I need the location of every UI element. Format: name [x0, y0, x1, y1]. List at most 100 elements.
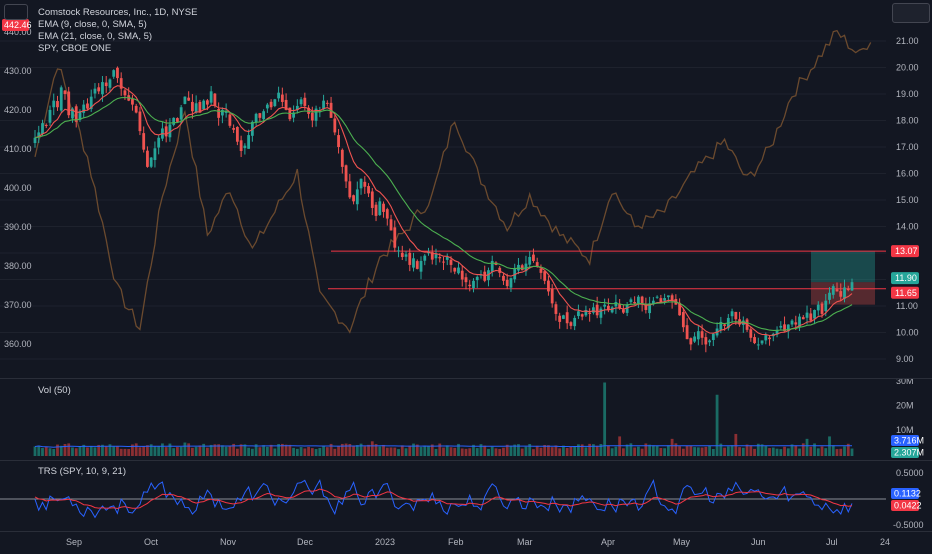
volume-bar — [606, 445, 610, 456]
candle-body — [138, 111, 142, 132]
volume-pane[interactable]: 30M 20M 10M 3.716M 2.307M Vol (50) — [0, 376, 932, 460]
trs-blue-label-bg — [891, 488, 919, 499]
vol-axis-tick: 20M — [896, 401, 914, 411]
candle-body — [295, 105, 299, 110]
candle-body — [303, 97, 307, 106]
volume-bar — [262, 445, 266, 456]
long-position-stop-zone — [811, 282, 875, 305]
candle-body — [370, 191, 374, 208]
left-axis-tick: 440.00 — [4, 27, 32, 37]
candle-body — [539, 268, 543, 273]
candle-body — [449, 259, 453, 265]
pane-separator[interactable] — [0, 460, 932, 461]
volume-bar — [385, 447, 389, 456]
trs-chart[interactable]: 0.5000 -0.5000 0.1132 0.0422 — [0, 461, 932, 531]
legend-compare[interactable]: SPY, CBOE ONE — [38, 43, 112, 54]
candle-body — [213, 93, 217, 106]
volume-bar — [295, 448, 299, 456]
price-chart[interactable]: 440.00 430.00 420.00 410.00 400.00 390.00 380.… — [0, 0, 932, 378]
candle-body — [389, 219, 393, 231]
candle-body — [37, 132, 41, 137]
candle-body — [74, 106, 78, 122]
volume-bar — [824, 448, 828, 456]
volume-bar — [337, 446, 340, 456]
volume-bar — [798, 448, 801, 456]
trs-pane[interactable]: 0.5000 -0.5000 0.1132 0.0422 TRS (SPY, 10, … — [0, 461, 932, 531]
candle-body — [760, 340, 764, 344]
time-axis[interactable]: Sep Oct Nov Dec 2023 Feb Mar Apr May Jun Jul 24 — [0, 531, 932, 551]
volume-bar — [97, 444, 101, 456]
candle-body — [235, 126, 239, 142]
candle-body — [116, 67, 119, 79]
volume-bar — [547, 445, 550, 456]
time-axis-labels: Sep Oct Nov Dec 2023 Feb Mar Apr May Jun Jul 24 — [66, 537, 890, 547]
legend-symbol[interactable]: Comstock Resources, Inc., 1D, NYSE — [38, 7, 198, 18]
candle-body — [340, 149, 344, 167]
candle-body — [460, 270, 464, 280]
volume-bar — [157, 446, 161, 456]
volume-bar — [412, 443, 415, 456]
candle-body — [813, 309, 816, 319]
volume-bar — [636, 446, 640, 456]
candle-body — [453, 267, 457, 272]
price-pane[interactable]: 440.00 430.00 420.00 410.00 400.00 390.00 380.… — [0, 0, 932, 378]
volume-bar — [232, 443, 236, 456]
chart-menu-button[interactable] — [4, 4, 28, 20]
candle-body — [651, 300, 655, 305]
candle-body — [689, 338, 693, 345]
candle-body — [764, 335, 768, 341]
candle-body — [382, 203, 385, 212]
candle-body — [104, 82, 108, 87]
volume-bar — [191, 447, 194, 456]
legend-ema21[interactable]: EMA (21, close, 0, SMA, 5) — [38, 31, 153, 42]
candle-body — [618, 303, 622, 309]
volume-bar — [801, 443, 805, 456]
legend-trs[interactable]: TRS (SPY, 10, 9, 21) — [38, 466, 127, 477]
volume-bar — [93, 447, 97, 456]
volume-bar — [280, 443, 284, 456]
volume-bar — [505, 444, 509, 456]
pane-separator[interactable] — [0, 378, 932, 379]
candle-body — [172, 117, 176, 125]
volume-bar — [794, 445, 798, 456]
candle-body — [217, 108, 221, 118]
volume-bar — [775, 448, 779, 456]
legend-ema9[interactable]: EMA (9, close, 0, SMA, 5) — [38, 19, 147, 30]
volume-bar — [303, 448, 307, 456]
candle-body — [775, 329, 779, 335]
volume-bar — [400, 445, 404, 456]
candle-body — [805, 312, 809, 318]
candle-body — [798, 316, 801, 328]
volume-bar — [790, 444, 794, 456]
volume-bar — [265, 446, 269, 456]
volume-bar — [779, 449, 783, 456]
volume-bar — [487, 448, 490, 456]
candle-body — [749, 329, 753, 338]
candle-body — [580, 314, 584, 317]
spy-compare-line — [34, 29, 872, 334]
volume-bar — [378, 446, 382, 456]
volume-bar — [741, 447, 745, 456]
volume-bar — [846, 443, 850, 456]
top-right-toolbar-button[interactable] — [892, 3, 930, 23]
candle-body — [250, 121, 254, 136]
volume-bar — [621, 448, 625, 456]
candle-body — [269, 101, 273, 108]
legend-vol[interactable]: Vol (50) — [38, 385, 71, 396]
time-axis-label: Feb — [448, 537, 464, 547]
volume-bar — [292, 447, 295, 456]
candle-body — [153, 148, 157, 160]
volume-bar — [655, 445, 659, 456]
candle-body — [67, 91, 71, 116]
candle-body — [520, 265, 524, 271]
volume-bar — [89, 445, 93, 456]
left-axis-tick: 390.00 — [4, 222, 32, 232]
time-axis-label: Jun — [751, 537, 766, 547]
volume-bar — [648, 444, 652, 456]
volume-bar — [532, 449, 535, 456]
volume-bar — [427, 445, 430, 456]
time-axis-label: Nov — [220, 537, 237, 547]
volume-bar — [584, 447, 588, 456]
time-axis-label: Jul — [826, 537, 838, 547]
